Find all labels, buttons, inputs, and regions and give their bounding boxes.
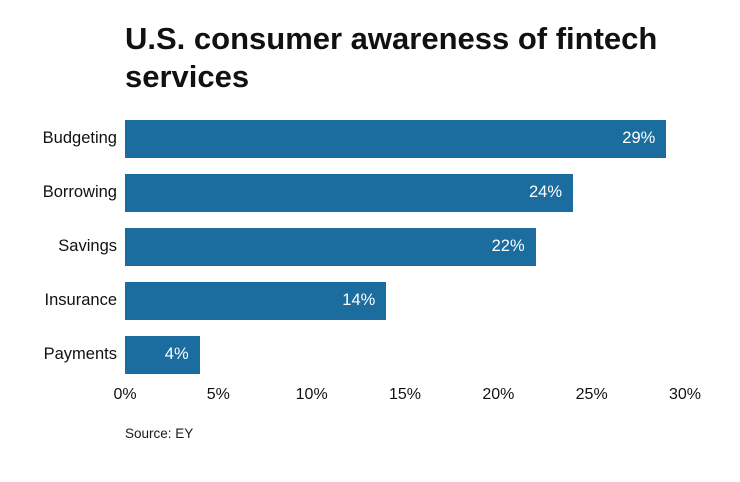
x-tick-label: 30% — [668, 385, 702, 403]
category-label: Savings — [58, 237, 117, 256]
bar-value-label: 24% — [528, 183, 562, 202]
x-tick-label: 10% — [295, 385, 328, 403]
bar: 22% — [125, 227, 536, 266]
bar-row: Savings 22% — [0, 220, 740, 274]
bar-row: Payments 4% — [0, 328, 740, 382]
category-label: Insurance — [44, 291, 117, 310]
bar-row: Insurance 14% — [0, 274, 740, 328]
bar-track: 14% — [125, 281, 685, 320]
x-tick-label: 5% — [206, 385, 230, 403]
bar-row: Borrowing 24% — [0, 166, 740, 220]
category-label: Borrowing — [42, 183, 117, 202]
source-note: Source: EY — [125, 425, 194, 441]
x-tick-label: 25% — [575, 385, 608, 403]
chart-title: U.S. consumer awareness of fintech servi… — [125, 21, 658, 94]
bar: 4% — [125, 335, 200, 374]
x-tick-label: 15% — [388, 385, 422, 403]
bar-track: 24% — [125, 173, 685, 212]
category-label: Budgeting — [42, 129, 117, 148]
bar-value-label: 22% — [491, 237, 525, 256]
bar-value-label: 29% — [622, 129, 656, 148]
category-label: Payments — [43, 345, 117, 364]
bar-track: 22% — [125, 227, 685, 266]
x-tick-label: 20% — [482, 385, 515, 403]
bar-track: 4% — [125, 335, 685, 374]
bar: 14% — [125, 281, 387, 320]
bar: 24% — [125, 173, 573, 212]
x-axis: 0% 5% 10% 15% 20% 25% 30% — [113, 385, 701, 410]
bar-track: 29% — [125, 119, 685, 158]
bar-row: Budgeting 29% — [0, 112, 740, 166]
bar-chart: Budgeting 29% Borrowing 24% Savings 22% Insura… — [0, 112, 740, 382]
bar: 29% — [125, 119, 667, 158]
bar-value-label: 14% — [342, 291, 376, 310]
bar-value-label: 4% — [164, 345, 189, 364]
x-tick-label: 0% — [113, 385, 137, 403]
